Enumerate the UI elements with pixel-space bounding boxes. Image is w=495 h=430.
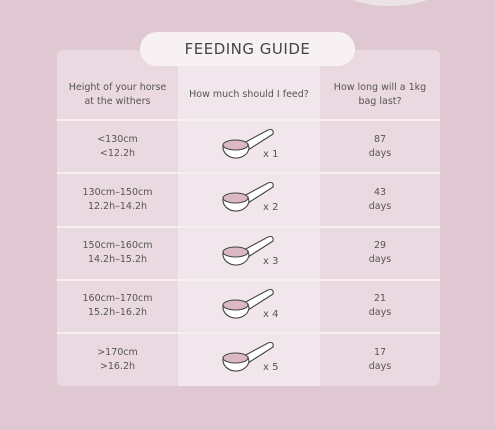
days-cell: 29 days bbox=[320, 227, 440, 280]
height-cell-line: 14.2h–15.2h bbox=[87, 254, 148, 266]
height-cell: 150cm–160cm 14.2h–15.2h bbox=[57, 227, 178, 280]
row-separator bbox=[57, 225, 440, 228]
days-cell-line: days bbox=[368, 360, 392, 372]
header: Height of your horse at the withers bbox=[57, 70, 178, 120]
height-cell: 160cm–170cm 15.2h–16.2h bbox=[57, 280, 178, 333]
header: How much should I feed? bbox=[178, 70, 320, 120]
row-separator bbox=[57, 119, 440, 121]
height-cell-line: 150cm–160cm bbox=[82, 240, 153, 252]
header-line: at the withers bbox=[84, 96, 151, 107]
days-cell-line: 43 bbox=[373, 186, 387, 198]
scoop-icon bbox=[222, 182, 274, 212]
days-cell: 17 days bbox=[320, 333, 440, 386]
height-cell: 130cm–150cm 12.2h–14.2h bbox=[57, 173, 178, 226]
header-line: bag last? bbox=[358, 96, 402, 107]
days-cell: 21 days bbox=[320, 280, 440, 333]
height-cell-line: 15.2h–16.2h bbox=[87, 307, 148, 319]
days-cell: 87 days bbox=[320, 120, 440, 173]
height-cell-line: >16.2h bbox=[99, 360, 136, 372]
scoop-count: x 1 bbox=[263, 149, 279, 160]
header-line: Height of your horse bbox=[68, 82, 167, 93]
header-line: How long will a 1kg bbox=[333, 82, 427, 93]
height-cell-line: 12.2h–14.2h bbox=[87, 200, 148, 212]
height-cell: <130cm <12.2h bbox=[57, 120, 178, 173]
decor-blob bbox=[335, 0, 445, 6]
scoop-icon bbox=[222, 235, 274, 266]
row-separator bbox=[57, 172, 440, 175]
days-cell-line: 21 bbox=[373, 293, 387, 305]
scoop-count: x 4 bbox=[263, 308, 279, 320]
scoop-count: x 5 bbox=[263, 362, 279, 374]
scoop-icon bbox=[222, 288, 274, 319]
header-line: How much should I feed? bbox=[189, 89, 309, 100]
middle-column bbox=[178, 50, 320, 386]
days-cell-line: days bbox=[368, 254, 392, 266]
scoop-count: x 3 bbox=[263, 255, 279, 267]
height-cell: >170cm >16.2h bbox=[57, 333, 178, 386]
scoop-icon bbox=[222, 342, 274, 372]
height-cell-line: >170cm bbox=[97, 346, 138, 358]
header: How long will a 1kg bag last? bbox=[320, 70, 440, 120]
scoop-icon bbox=[222, 128, 274, 159]
scoop-count: x 2 bbox=[263, 202, 279, 214]
title: FEEDING GUIDE bbox=[140, 32, 355, 66]
height-cell-line: <12.2h bbox=[99, 147, 136, 159]
days-cell: 43 days bbox=[320, 173, 440, 226]
height-cell-line: <130cm bbox=[97, 133, 138, 145]
row-separator bbox=[57, 332, 440, 335]
height-cell-line: 130cm–150cm bbox=[82, 186, 153, 198]
days-cell-line: days bbox=[368, 307, 392, 319]
days-cell-line: days bbox=[368, 147, 392, 159]
days-cell-line: days bbox=[368, 200, 392, 212]
days-cell-line: 87 bbox=[373, 133, 387, 145]
days-cell-line: 17 bbox=[373, 346, 387, 358]
height-cell-line: 160cm–170cm bbox=[82, 293, 153, 305]
days-cell-line: 29 bbox=[373, 240, 387, 252]
row-separator bbox=[57, 278, 440, 281]
